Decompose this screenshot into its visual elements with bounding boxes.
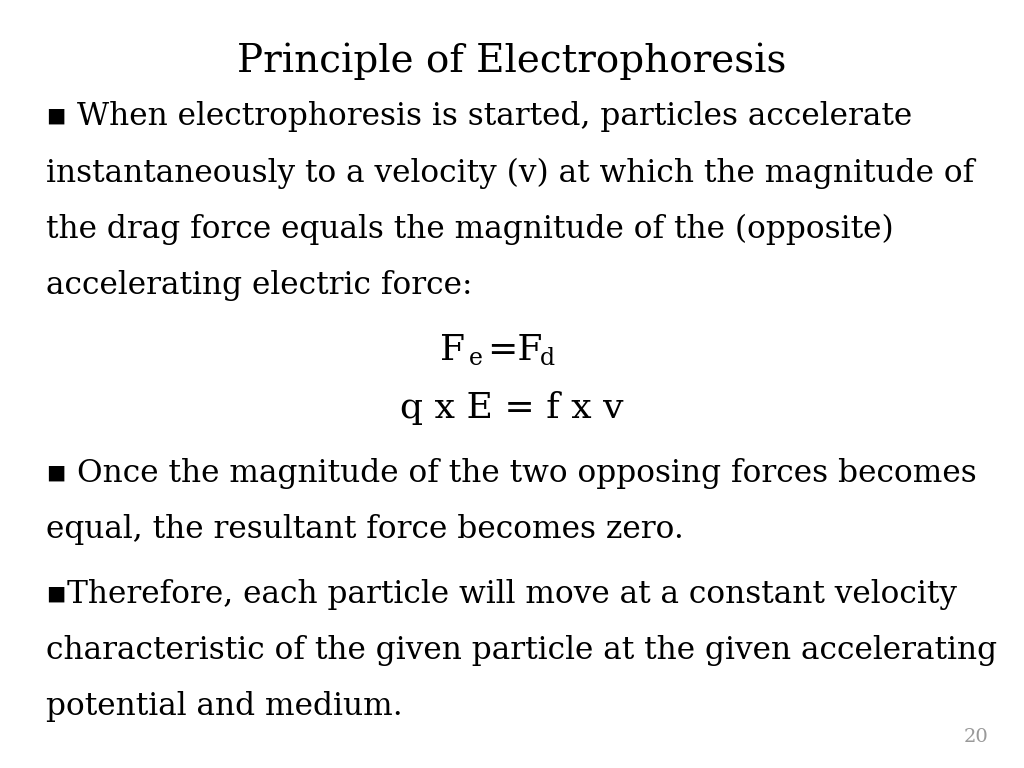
Text: e: e (469, 347, 483, 370)
Text: 20: 20 (964, 729, 988, 746)
Text: q x E = f x v: q x E = f x v (400, 391, 624, 425)
Text: ▪ When electrophoresis is started, particles accelerate: ▪ When electrophoresis is started, parti… (46, 101, 912, 132)
Text: characteristic of the given particle at the given accelerating: characteristic of the given particle at … (46, 635, 997, 666)
Text: Principle of Electrophoresis: Principle of Electrophoresis (238, 42, 786, 80)
Text: the drag force equals the magnitude of the (opposite): the drag force equals the magnitude of t… (46, 214, 894, 245)
Text: d: d (540, 347, 555, 370)
Text: equal, the resultant force becomes zero.: equal, the resultant force becomes zero. (46, 514, 684, 545)
Text: instantaneously to a velocity (v) at which the magnitude of: instantaneously to a velocity (v) at whi… (46, 157, 974, 189)
Text: =F: =F (487, 333, 543, 367)
Text: accelerating electric force:: accelerating electric force: (46, 270, 473, 300)
Text: ▪Therefore, each particle will move at a constant velocity: ▪Therefore, each particle will move at a… (46, 579, 957, 610)
Text: ▪ Once the magnitude of the two opposing forces becomes: ▪ Once the magnitude of the two opposing… (46, 458, 977, 488)
Text: F: F (440, 333, 465, 367)
Text: potential and medium.: potential and medium. (46, 691, 402, 722)
